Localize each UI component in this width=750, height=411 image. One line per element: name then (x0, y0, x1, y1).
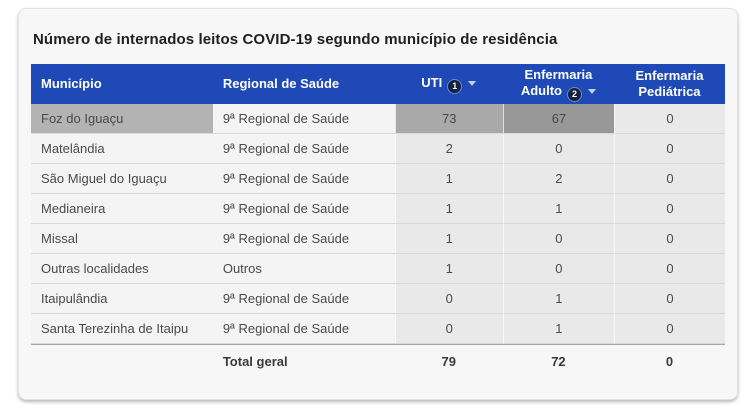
total-uti: 79 (394, 344, 503, 378)
cell-municipio[interactable]: Santa Terezinha de Itaipu (31, 314, 213, 344)
column-header-enfermaria-pediatrica[interactable]: Enfermaria Pediátrica (613, 64, 725, 104)
covid-beds-table: Município Regional de Saúde UTI 1 Enferma… (31, 64, 725, 378)
cell-enfermaria-adulto[interactable]: 1 (502, 314, 614, 344)
total-enfermaria-adulto: 72 (502, 344, 614, 378)
cell-regional-de-saude[interactable]: 9ª Regional de Saúde (212, 224, 395, 254)
cell-enfermaria-pediatrica[interactable]: 0 (613, 104, 725, 134)
cell-enfermaria-adulto[interactable]: 1 (502, 194, 614, 224)
cell-enfermaria-pediatrica[interactable]: 0 (613, 164, 725, 194)
cell-regional-de-saude[interactable]: 9ª Regional de Saúde (212, 134, 395, 164)
table-row[interactable]: Medianeira 9ª Regional de Saúde 1 1 0 (31, 194, 725, 224)
cell-municipio[interactable]: São Miguel do Iguaçu (31, 164, 213, 194)
sort-descending-icon (468, 81, 477, 86)
table-row[interactable]: Foz do Iguaçu 9ª Regional de Saúde 73 67 0 (31, 104, 725, 134)
cell-uti[interactable]: 0 (394, 284, 503, 314)
column-header-label: Regional de Saúde (222, 76, 340, 92)
column-header-label: Município (41, 76, 102, 92)
column-header-municipio[interactable]: Município (31, 64, 213, 104)
table-row[interactable]: São Miguel do Iguaçu 9ª Regional de Saúde… (31, 164, 725, 194)
cell-enfermaria-adulto[interactable]: 0 (502, 134, 614, 164)
column-header-uti[interactable]: UTI 1 (394, 64, 503, 104)
cell-municipio[interactable]: Itaipulândia (31, 284, 213, 314)
cell-enfermaria-adulto[interactable]: 0 (502, 224, 614, 254)
cell-uti[interactable]: 2 (394, 134, 503, 164)
cell-enfermaria-pediatrica[interactable]: 0 (613, 254, 725, 284)
column-header-regional-de-saude[interactable]: Regional de Saúde (212, 64, 395, 104)
cell-regional-de-saude[interactable]: 9ª Regional de Saúde (212, 164, 395, 194)
cell-uti[interactable]: 1 (394, 254, 503, 284)
cell-enfermaria-pediatrica[interactable]: 0 (613, 224, 725, 254)
table-row[interactable]: Itaipulândia 9ª Regional de Saúde 0 1 0 (31, 284, 725, 314)
cell-enfermaria-pediatrica[interactable]: 0 (613, 314, 725, 344)
cell-enfermaria-adulto[interactable]: 1 (502, 284, 614, 314)
table-footer: Total geral 79 72 0 (31, 344, 725, 378)
cell-municipio[interactable]: Missal (31, 224, 213, 254)
cell-enfermaria-pediatrica[interactable]: 0 (613, 134, 725, 164)
cell-regional-de-saude[interactable]: 9ª Regional de Saúde (212, 194, 395, 224)
cell-regional-de-saude[interactable]: 9ª Regional de Saúde (212, 314, 395, 344)
table-row[interactable]: Matelândia 9ª Regional de Saúde 2 0 0 (31, 134, 725, 164)
column-header-label: UTI (421, 75, 443, 90)
cell-regional-de-saude[interactable]: Outros (212, 254, 395, 284)
column-header-label: Enfermaria Pediátrica (635, 68, 704, 99)
cell-uti[interactable]: 73 (394, 104, 503, 134)
column-header-enfermaria-adulto[interactable]: Enfermaria Adulto 2 (502, 64, 614, 104)
table-row[interactable]: Santa Terezinha de Itaipu 9ª Regional de … (31, 314, 725, 344)
column-header-label: Enfermaria Adulto (520, 67, 593, 98)
cell-uti[interactable]: 1 (394, 224, 503, 254)
cell-regional-de-saude[interactable]: 9ª Regional de Saúde (212, 284, 395, 314)
cell-uti[interactable]: 1 (394, 164, 503, 194)
sort-descending-icon (588, 88, 596, 94)
cell-municipio[interactable]: Outras localidades (31, 254, 213, 284)
table-visual-card: Número de internados leitos COVID-19 seg… (18, 8, 738, 400)
cell-enfermaria-pediatrica[interactable]: 0 (613, 284, 725, 314)
cell-municipio[interactable]: Medianeira (31, 194, 213, 224)
cell-regional-de-saude[interactable]: 9ª Regional de Saúde (212, 104, 395, 134)
sort-order-2-badge: 2 (568, 87, 581, 101)
table-row[interactable]: Missal 9ª Regional de Saúde 1 0 0 (31, 224, 725, 254)
table-body: Foz do Iguaçu 9ª Regional de Saúde 73 67 0 Ma… (31, 104, 725, 344)
table-row[interactable]: Outras localidades Outros 1 0 0 (31, 254, 725, 284)
total-row: Total geral 79 72 0 (31, 344, 725, 378)
cell-uti[interactable]: 1 (394, 194, 503, 224)
total-enfermaria-pediatrica: 0 (613, 344, 725, 378)
total-label: Total geral (212, 344, 395, 378)
cell-enfermaria-pediatrica[interactable]: 0 (613, 194, 725, 224)
cell-municipio[interactable]: Foz do Iguaçu (31, 104, 213, 134)
cell-municipio[interactable]: Matelândia (31, 134, 213, 164)
sort-order-1-badge: 1 (448, 80, 462, 93)
cell-enfermaria-adulto[interactable]: 0 (502, 254, 614, 284)
cell-enfermaria-adulto[interactable]: 67 (502, 104, 614, 134)
cell-total-empty (31, 344, 213, 378)
table-header: Município Regional de Saúde UTI 1 Enferma… (31, 64, 725, 104)
cell-uti[interactable]: 0 (394, 314, 503, 344)
cell-enfermaria-adulto[interactable]: 2 (502, 164, 614, 194)
card-title: Número de internados leitos COVID-19 seg… (33, 31, 558, 48)
